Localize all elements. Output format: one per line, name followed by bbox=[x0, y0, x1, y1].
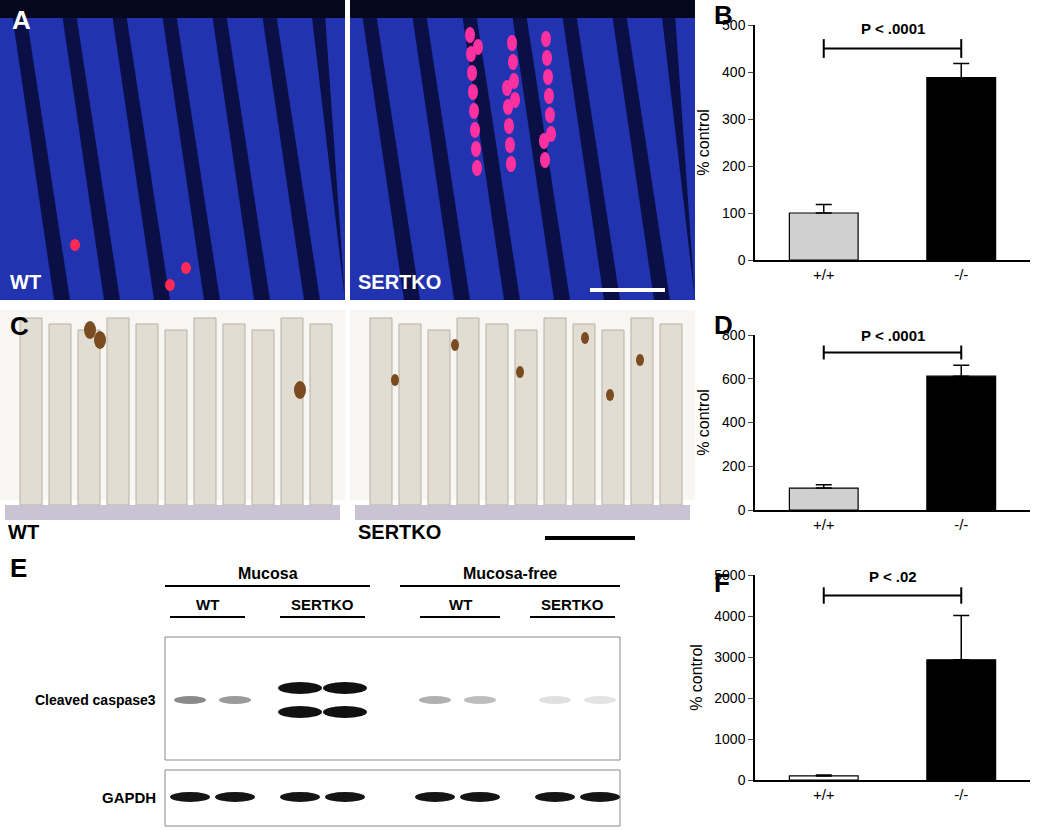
svg-text:5000: 5000 bbox=[714, 567, 745, 583]
svg-text:0: 0 bbox=[738, 502, 746, 518]
svg-text:P < .02: P < .02 bbox=[869, 568, 917, 585]
svg-text:-/-: -/- bbox=[954, 516, 968, 533]
svg-text:400: 400 bbox=[722, 414, 746, 430]
svg-text:A: A bbox=[12, 5, 31, 35]
svg-text:3000: 3000 bbox=[714, 649, 745, 665]
svg-text:Mucosa-free: Mucosa-free bbox=[463, 565, 557, 582]
svg-text:GAPDH: GAPDH bbox=[102, 789, 156, 806]
svg-text:SERTKO: SERTKO bbox=[541, 596, 604, 613]
svg-text:SERTKO: SERTKO bbox=[358, 271, 441, 293]
svg-text:1000: 1000 bbox=[714, 731, 745, 747]
svg-text:Cleaved caspase3: Cleaved caspase3 bbox=[35, 692, 156, 708]
svg-text:2000: 2000 bbox=[714, 690, 745, 706]
svg-text:B: B bbox=[714, 0, 733, 30]
svg-text:400: 400 bbox=[722, 64, 746, 80]
svg-text:P < .0001: P < .0001 bbox=[861, 20, 925, 37]
svg-text:0: 0 bbox=[738, 772, 746, 788]
svg-text:C: C bbox=[10, 311, 29, 341]
svg-text:-/-: -/- bbox=[954, 786, 968, 803]
svg-text:% control: % control bbox=[688, 644, 705, 711]
svg-text:+/+: +/+ bbox=[813, 266, 835, 283]
svg-text:0: 0 bbox=[738, 252, 746, 268]
svg-text:4000: 4000 bbox=[714, 608, 745, 624]
svg-text:+/+: +/+ bbox=[813, 516, 835, 533]
svg-text:500: 500 bbox=[722, 17, 746, 33]
svg-text:E: E bbox=[10, 553, 27, 583]
svg-text:Mucosa: Mucosa bbox=[238, 565, 298, 582]
svg-text:D: D bbox=[714, 310, 733, 340]
svg-text:-/-: -/- bbox=[954, 266, 968, 283]
svg-text:300: 300 bbox=[722, 111, 746, 127]
svg-text:WT: WT bbox=[196, 596, 219, 613]
svg-text:800: 800 bbox=[722, 327, 746, 343]
svg-text:100: 100 bbox=[722, 205, 746, 221]
svg-text:200: 200 bbox=[722, 458, 746, 474]
svg-text:SERTKO: SERTKO bbox=[358, 521, 441, 543]
svg-text:F: F bbox=[714, 568, 730, 598]
svg-text:WT: WT bbox=[8, 521, 39, 543]
svg-text:SERTKO: SERTKO bbox=[291, 596, 354, 613]
svg-text:+/+: +/+ bbox=[813, 786, 835, 803]
svg-text:P < .0001: P < .0001 bbox=[861, 327, 925, 344]
svg-text:WT: WT bbox=[449, 596, 472, 613]
svg-text:200: 200 bbox=[722, 158, 746, 174]
svg-text:600: 600 bbox=[722, 371, 746, 387]
svg-text:WT: WT bbox=[10, 271, 41, 293]
svg-text:% control: % control bbox=[695, 389, 712, 456]
svg-text:% control: % control bbox=[695, 109, 712, 176]
